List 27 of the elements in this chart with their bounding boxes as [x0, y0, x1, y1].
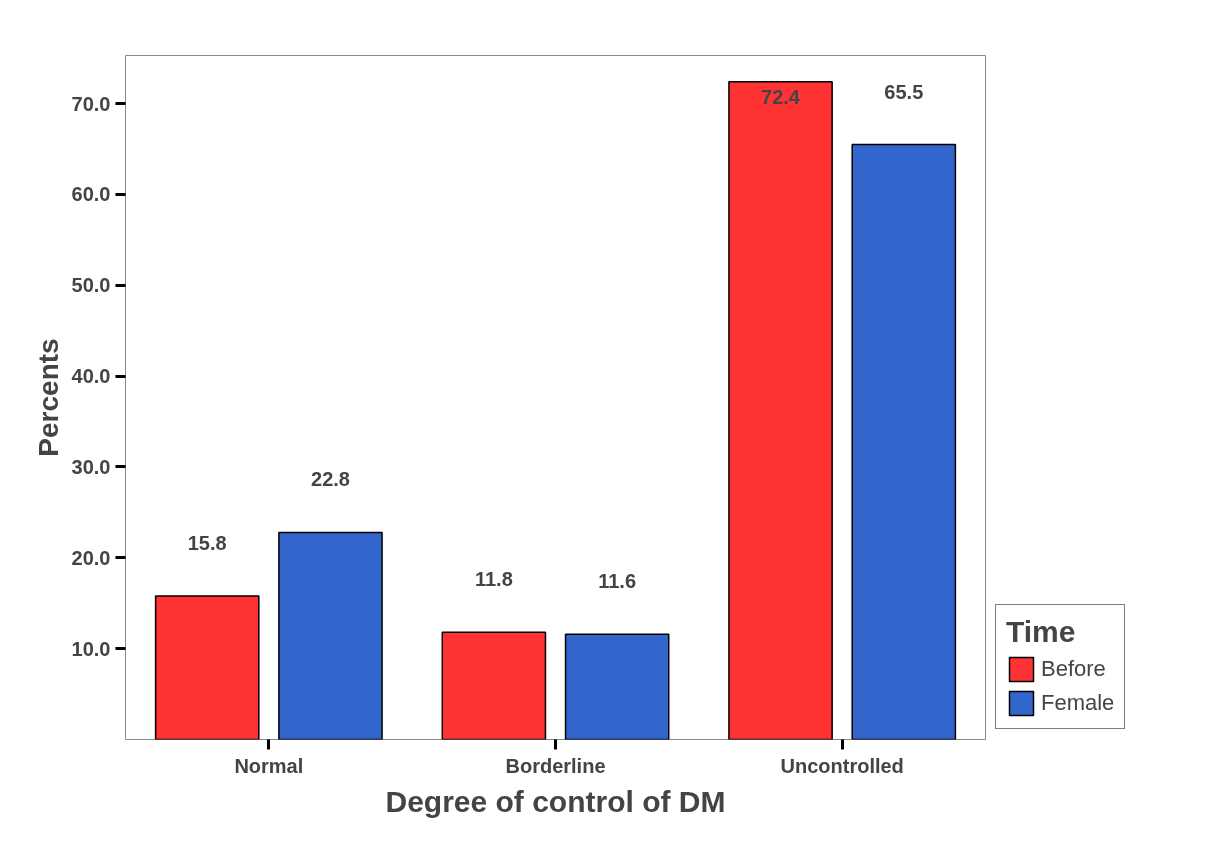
x-tick-label: Borderline — [505, 754, 606, 777]
data-label: 72.4 — [761, 85, 801, 108]
y-tick-label: 30.0 — [71, 455, 111, 478]
y-axis-title: Percents — [32, 338, 64, 457]
bar — [851, 143, 957, 740]
legend-label: Before — [1041, 656, 1106, 682]
bar — [154, 595, 260, 740]
y-tick-label: 70.0 — [71, 92, 111, 115]
data-label: 15.8 — [187, 531, 227, 554]
legend-title: Time — [1006, 615, 1077, 649]
y-tick-label: 20.0 — [71, 546, 111, 569]
data-label: 11.8 — [474, 568, 513, 591]
y-tick-label: 50.0 — [71, 274, 111, 297]
bar — [728, 81, 833, 740]
y-tick-label: 40.0 — [71, 365, 111, 388]
data-label: 65.5 — [884, 80, 924, 103]
data-label: 11.6 — [598, 570, 637, 593]
bar — [564, 633, 670, 740]
x-axis-title: Degree of control of DM — [385, 784, 726, 818]
x-tick-label: Normal — [234, 754, 304, 777]
bar — [278, 531, 383, 740]
y-tick-label: 60.0 — [71, 183, 111, 206]
y-tick-label: 10.0 — [71, 637, 111, 660]
bar — [441, 631, 547, 740]
data-label: 22.8 — [311, 468, 350, 491]
legend-label: Female — [1041, 690, 1115, 716]
x-tick-label: Uncontrolled — [780, 754, 904, 777]
